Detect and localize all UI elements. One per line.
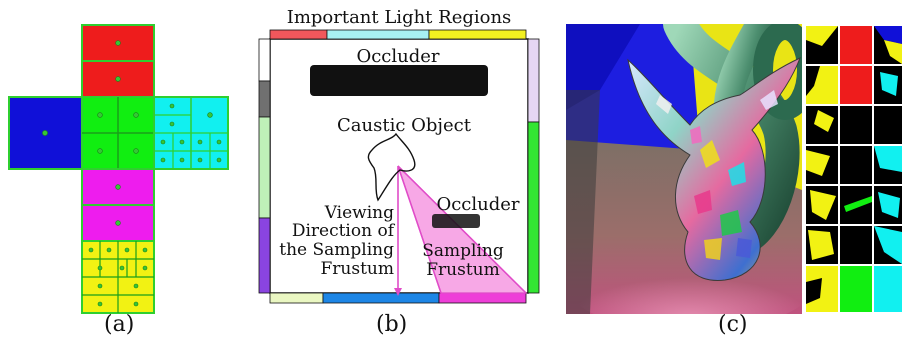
occluder-right xyxy=(432,214,480,228)
grid-cell xyxy=(840,146,872,184)
sample-grid xyxy=(804,24,902,314)
svg-text:Frustum: Frustum xyxy=(321,259,395,279)
grid-cell xyxy=(874,106,902,144)
caption-b: (b) xyxy=(376,312,408,337)
sampling-frustum-label: Sampling Frustum xyxy=(422,241,504,280)
light-region-left-lightgreen xyxy=(258,116,271,219)
light-region-right-lavender xyxy=(527,38,540,123)
svg-text:Frustum: Frustum xyxy=(426,260,500,280)
light-region-left-gray xyxy=(258,80,271,118)
light-region-top-cyan xyxy=(326,29,430,40)
svg-text:the Sampling: the Sampling xyxy=(279,240,394,260)
caustic-object-label: Caustic Object xyxy=(337,115,472,136)
schematic-diagram: Important Light Regions Occluder Caust xyxy=(258,7,540,304)
light-region-top-red xyxy=(269,29,328,40)
light-region-top-yellow xyxy=(428,29,527,40)
grid-cell xyxy=(874,266,902,312)
svg-text:Viewing: Viewing xyxy=(324,203,394,223)
occluder-top xyxy=(310,65,488,96)
svg-text:Sampling: Sampling xyxy=(422,241,504,261)
occluder-top-label: Occluder xyxy=(356,46,439,67)
svg-text:Direction of: Direction of xyxy=(292,221,396,241)
caption-a: (a) xyxy=(104,312,135,337)
caustic-object xyxy=(367,132,416,202)
grid-cell xyxy=(840,26,872,64)
light-region-left-purple xyxy=(258,217,271,294)
light-region-bottom-lightyellow xyxy=(269,292,324,304)
rendered-scene xyxy=(566,24,802,314)
caption-c: (c) xyxy=(718,312,748,337)
occluder-right-label: Occluder xyxy=(436,194,519,215)
grid-cell xyxy=(840,66,872,104)
light-region-bottom-blue xyxy=(322,292,440,304)
light-region-right-green xyxy=(527,121,540,294)
viewing-direction-label: Viewing Direction of the Sampling Frustu… xyxy=(279,203,395,279)
diagram-title: Important Light Regions xyxy=(287,7,512,28)
light-region-bottom-magenta xyxy=(438,292,527,304)
grid-cell xyxy=(840,106,872,144)
grid-cell xyxy=(840,226,872,264)
grid-cell xyxy=(840,266,872,312)
cube-map-cross xyxy=(8,24,229,314)
light-region-left-white xyxy=(258,38,271,82)
